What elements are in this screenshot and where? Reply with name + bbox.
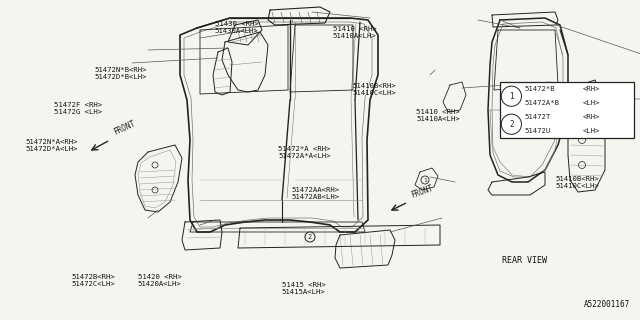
Text: 1: 1 bbox=[423, 178, 427, 182]
Text: 51472N*B<RH>
51472D*B<LH>: 51472N*B<RH> 51472D*B<LH> bbox=[95, 67, 147, 80]
Text: REAR VIEW: REAR VIEW bbox=[502, 256, 547, 265]
Text: <LH>: <LH> bbox=[582, 128, 600, 134]
Text: 51472B<RH>
51472C<LH>: 51472B<RH> 51472C<LH> bbox=[72, 274, 115, 287]
Text: 51472T: 51472T bbox=[524, 114, 550, 120]
Circle shape bbox=[305, 232, 315, 242]
Text: 51472N*A<RH>
51472D*A<LH>: 51472N*A<RH> 51472D*A<LH> bbox=[26, 139, 78, 152]
Text: 51410B<RH>
51410C<LH>: 51410B<RH> 51410C<LH> bbox=[352, 83, 396, 96]
Text: 51472A*B: 51472A*B bbox=[524, 100, 559, 106]
Text: 1: 1 bbox=[509, 92, 514, 101]
Text: 51472F <RH>
51472G <LH>: 51472F <RH> 51472G <LH> bbox=[54, 102, 102, 116]
Text: FRONT: FRONT bbox=[112, 119, 137, 137]
Text: A522001167: A522001167 bbox=[584, 300, 630, 309]
Text: 51410B<RH>
51410C<LH>: 51410B<RH> 51410C<LH> bbox=[556, 176, 599, 189]
Circle shape bbox=[501, 86, 522, 106]
Text: 51410 <RH>
51410A<LH>: 51410 <RH> 51410A<LH> bbox=[333, 26, 376, 39]
Text: 51410 <RH>
51410A<LH>: 51410 <RH> 51410A<LH> bbox=[416, 109, 460, 122]
Text: <LH>: <LH> bbox=[582, 100, 600, 106]
Text: 51472*A <RH>
51472A*A<LH>: 51472*A <RH> 51472A*A<LH> bbox=[278, 146, 331, 159]
Text: 2: 2 bbox=[509, 120, 514, 129]
Text: 51472AA<RH>
51472AB<LH>: 51472AA<RH> 51472AB<LH> bbox=[291, 187, 339, 200]
Text: 2: 2 bbox=[308, 234, 312, 240]
Text: 51472U: 51472U bbox=[524, 128, 550, 134]
Text: 51430 <RH>
51430A<LH>: 51430 <RH> 51430A<LH> bbox=[215, 21, 259, 34]
Text: 51415 <RH>
51415A<LH>: 51415 <RH> 51415A<LH> bbox=[282, 282, 325, 295]
Text: 51472*B: 51472*B bbox=[524, 86, 555, 92]
Circle shape bbox=[501, 114, 522, 134]
Text: FRONT: FRONT bbox=[410, 184, 435, 200]
Text: <RH>: <RH> bbox=[582, 86, 600, 92]
Text: <RH>: <RH> bbox=[582, 114, 600, 120]
Text: 51420 <RH>
51420A<LH>: 51420 <RH> 51420A<LH> bbox=[138, 274, 181, 287]
Bar bbox=[500, 82, 634, 138]
